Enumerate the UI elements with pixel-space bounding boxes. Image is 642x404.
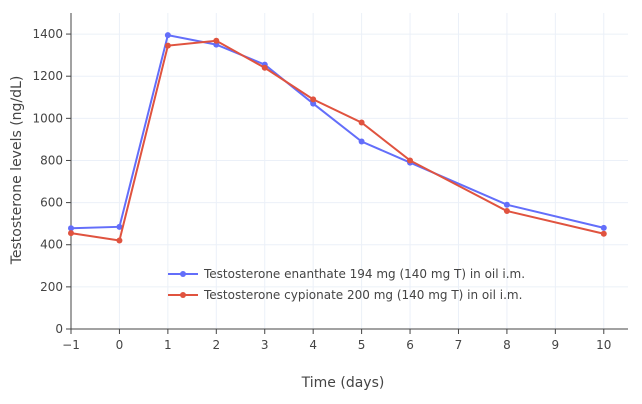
legend[interactable]: Testosterone enanthate 194 mg (140 mg T)… (168, 267, 525, 302)
x-tick-label: 8 (503, 338, 511, 352)
data-point (213, 37, 220, 44)
x-tick-label: 3 (261, 338, 269, 352)
x-tick-label: 0 (116, 338, 124, 352)
series-line-0 (70, 33, 605, 230)
x-tick-label: 9 (552, 338, 560, 352)
y-tick-label: 1200 (32, 69, 63, 83)
data-point (164, 42, 171, 49)
x-axis-label: Time (days) (301, 375, 385, 391)
data-point (503, 201, 510, 208)
series-group (68, 32, 607, 244)
y-tick-label: 800 (40, 153, 63, 167)
y-tick-label: 200 (40, 280, 63, 294)
x-tick-label: 4 (309, 338, 317, 352)
data-point (116, 237, 123, 244)
data-point (116, 223, 123, 230)
y-tick-label: 400 (40, 238, 63, 252)
data-point (407, 157, 414, 164)
y-tick-label: 1000 (32, 111, 63, 125)
x-tick-label: 5 (358, 338, 366, 352)
data-point (68, 225, 74, 232)
x-tick-label: 10 (596, 338, 611, 352)
axes: −1 0 1 2 3 4 5 6 7 8 9 10 0 200 400 600 800 1000 1200 1400 (32, 13, 628, 352)
x-tick-label: 7 (455, 338, 463, 352)
x-tick-label: 2 (212, 338, 220, 352)
legend-swatch-marker (180, 271, 186, 277)
legend-swatch-marker (180, 292, 186, 298)
data-point (503, 208, 510, 215)
data-point (600, 230, 607, 237)
data-point (310, 96, 317, 103)
grid (70, 13, 628, 329)
data-point (358, 138, 365, 145)
legend-label: Testosterone cypionate 200 mg (140 mg T)… (203, 288, 522, 302)
data-point (358, 119, 365, 126)
y-tick-label: 0 (55, 322, 63, 336)
y-axis-label: Testosterone levels (ng/dL) (9, 76, 25, 266)
data-point (68, 230, 74, 237)
x-tick-label: 6 (406, 338, 414, 352)
y-tick-label: 600 (40, 196, 63, 210)
legend-label: Testosterone enanthate 194 mg (140 mg T)… (203, 267, 525, 281)
data-point (600, 224, 607, 231)
data-point (164, 32, 171, 39)
series-line-1 (70, 39, 605, 242)
x-tick-label: 1 (164, 338, 172, 352)
data-point (310, 100, 317, 107)
y-tick-label: 1400 (32, 27, 63, 41)
x-tick-label: −1 (62, 338, 80, 352)
data-point (261, 64, 268, 71)
